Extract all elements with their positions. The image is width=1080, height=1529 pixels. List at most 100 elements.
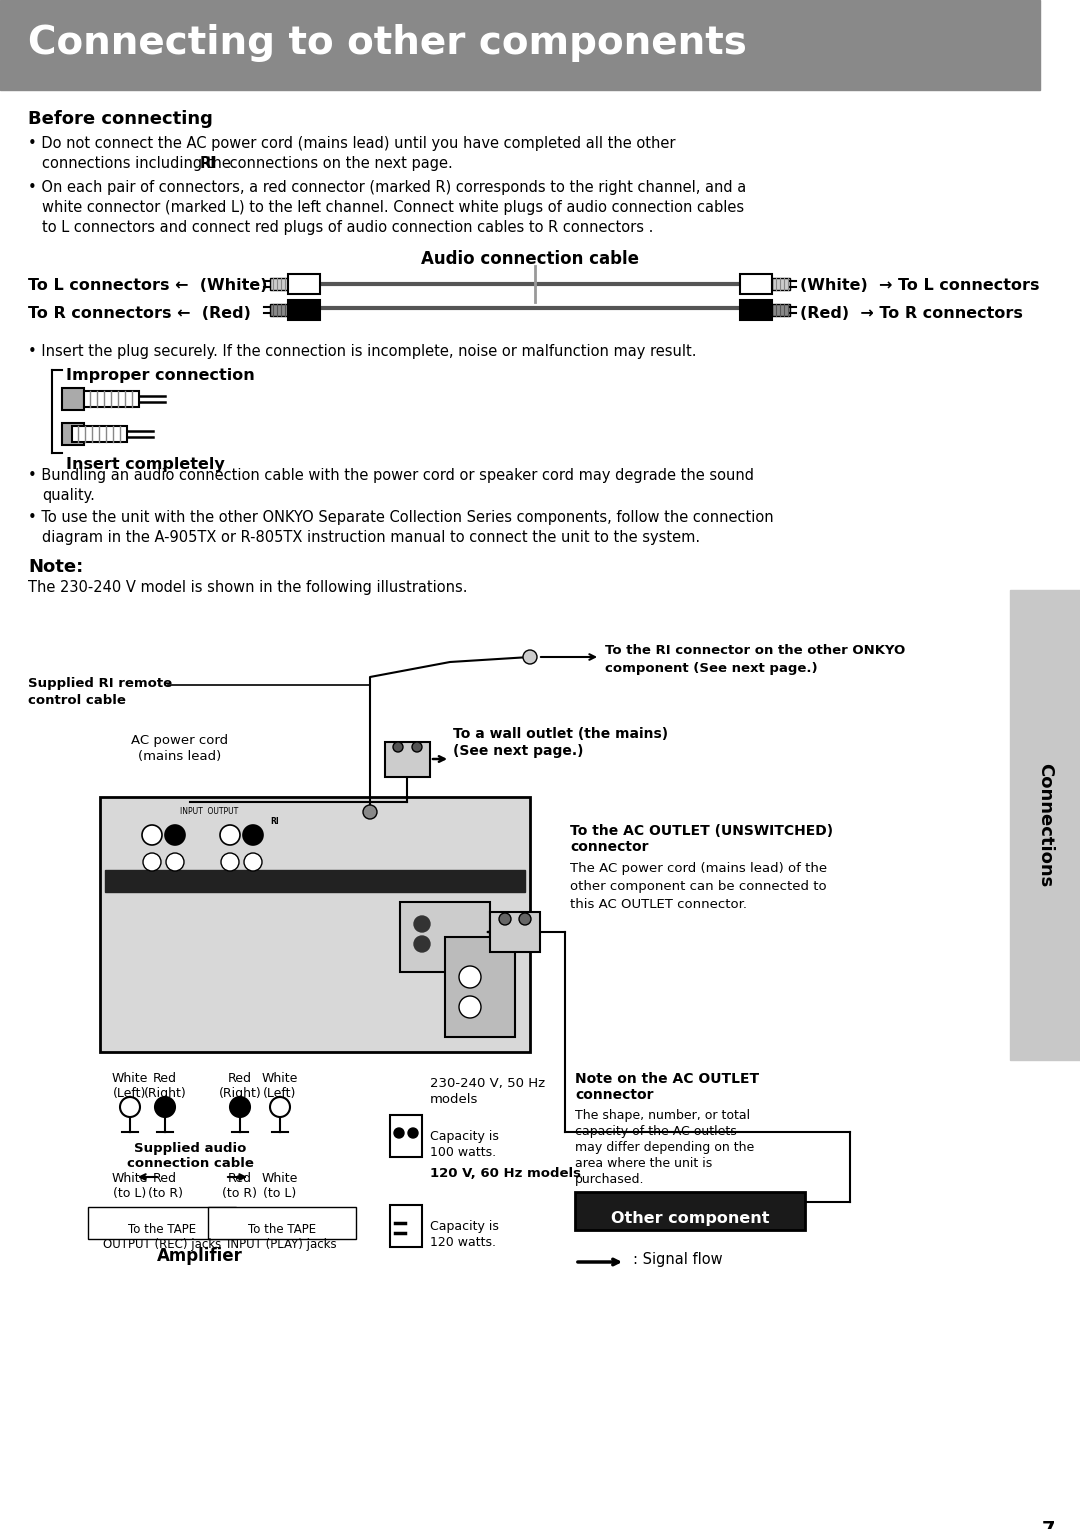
Text: Amplifier: Amplifier	[157, 1248, 243, 1264]
Text: Supplied RI remote: Supplied RI remote	[28, 677, 172, 690]
Text: : Signal flow: : Signal flow	[633, 1252, 723, 1268]
Text: Note on the AC OUTLET: Note on the AC OUTLET	[575, 1072, 759, 1086]
Circle shape	[519, 913, 531, 925]
Text: (Red)  → To R connectors: (Red) → To R connectors	[800, 306, 1023, 321]
Circle shape	[243, 826, 264, 846]
Circle shape	[166, 853, 184, 872]
Bar	[400, 902, 490, 972]
Bar	[575, 1193, 805, 1229]
Text: Note:: Note:	[28, 558, 83, 576]
Bar	[208, 1206, 356, 1238]
Bar	[62, 424, 84, 445]
Text: White
(to L): White (to L)	[112, 1173, 148, 1200]
Text: White
(Left): White (Left)	[112, 1072, 148, 1099]
Text: To the AC OUTLET (UNSWITCHED): To the AC OUTLET (UNSWITCHED)	[570, 824, 833, 838]
Circle shape	[414, 916, 430, 933]
Text: 120 watts.: 120 watts.	[430, 1235, 496, 1249]
Text: Audio connection cable: Audio connection cable	[421, 251, 639, 268]
Text: AC power cord: AC power cord	[132, 734, 229, 748]
Circle shape	[165, 826, 185, 846]
Text: The 230-240 V model is shown in the following illustrations.: The 230-240 V model is shown in the foll…	[28, 579, 468, 595]
Circle shape	[120, 1096, 140, 1118]
Text: Before connecting: Before connecting	[28, 110, 213, 128]
Circle shape	[244, 853, 262, 872]
Bar	[288, 274, 320, 294]
Circle shape	[156, 1096, 175, 1118]
Text: connection cable: connection cable	[126, 1157, 254, 1170]
Text: quality.: quality.	[42, 488, 95, 503]
Bar	[390, 1205, 422, 1248]
Bar	[740, 274, 772, 294]
Text: this AC OUTLET connector.: this AC OUTLET connector.	[570, 898, 747, 911]
Text: Capacity is: Capacity is	[430, 1130, 499, 1144]
Bar	[270, 278, 288, 291]
Text: To a wall outlet (the mains): To a wall outlet (the mains)	[453, 726, 669, 742]
Text: Improper connection: Improper connection	[66, 368, 255, 382]
Text: Red
(to R): Red (to R)	[148, 1173, 183, 1200]
Text: control cable: control cable	[28, 694, 126, 706]
Circle shape	[221, 853, 239, 872]
Bar	[384, 742, 430, 777]
Bar	[84, 391, 139, 407]
Text: Connecting to other components: Connecting to other components	[28, 24, 747, 63]
Circle shape	[220, 826, 240, 846]
Bar	[490, 911, 540, 953]
Text: Red
(to R): Red (to R)	[222, 1173, 257, 1200]
Text: White
(to L): White (to L)	[261, 1173, 298, 1200]
Circle shape	[141, 826, 162, 846]
Text: area where the unit is: area where the unit is	[575, 1157, 712, 1170]
Text: To the TAPE
OUTPUT (REC) jacks: To the TAPE OUTPUT (REC) jacks	[103, 1223, 221, 1251]
Text: (See next page.): (See next page.)	[453, 745, 583, 758]
Text: 7: 7	[1041, 1520, 1055, 1529]
Bar	[445, 937, 515, 1037]
Text: Supplied audio: Supplied audio	[134, 1142, 246, 1154]
Text: (White)  → To L connectors: (White) → To L connectors	[800, 278, 1039, 294]
Text: other component can be connected to: other component can be connected to	[570, 881, 826, 893]
Circle shape	[459, 966, 481, 988]
Circle shape	[363, 804, 377, 820]
Circle shape	[411, 742, 422, 752]
Text: 120 V, 60 Hz models: 120 V, 60 Hz models	[430, 1167, 581, 1180]
Text: Red
(Right): Red (Right)	[218, 1072, 261, 1099]
Text: (mains lead): (mains lead)	[138, 751, 221, 763]
Bar	[62, 388, 84, 410]
Text: To R connectors ←  (Red): To R connectors ← (Red)	[28, 306, 251, 321]
Text: purchased.: purchased.	[575, 1173, 645, 1187]
Text: Insert completely: Insert completely	[66, 457, 225, 472]
Text: 100 watts.: 100 watts.	[430, 1147, 496, 1159]
Text: connections on the next page.: connections on the next page.	[225, 156, 453, 171]
Text: RI: RI	[200, 156, 217, 171]
Circle shape	[393, 742, 403, 752]
Text: models: models	[430, 1093, 478, 1105]
Circle shape	[408, 1128, 418, 1138]
Circle shape	[394, 1128, 404, 1138]
Text: • Do not connect the AC power cord (mains lead) until you have completed all the: • Do not connect the AC power cord (main…	[28, 136, 675, 151]
Text: White
(Left): White (Left)	[261, 1072, 298, 1099]
Text: white connector (marked L) to the left channel. Connect white plugs of audio con: white connector (marked L) to the left c…	[42, 200, 744, 216]
Circle shape	[499, 913, 511, 925]
Text: component (See next page.): component (See next page.)	[605, 662, 818, 674]
Circle shape	[270, 1096, 291, 1118]
Text: Capacity is: Capacity is	[430, 1220, 499, 1232]
Text: 230-240 V, 50 Hz: 230-240 V, 50 Hz	[430, 1076, 545, 1090]
Bar	[740, 300, 772, 320]
Text: To the TAPE
INPUT (PLAY) jacks: To the TAPE INPUT (PLAY) jacks	[227, 1223, 337, 1251]
Bar	[390, 1115, 422, 1157]
Text: connector: connector	[575, 1089, 653, 1102]
Text: • Bundling an audio connection cable with the power cord or speaker cord may deg: • Bundling an audio connection cable wit…	[28, 468, 754, 483]
Bar	[270, 304, 288, 317]
Text: connections including the: connections including the	[42, 156, 235, 171]
Text: capacity of the AC outlets: capacity of the AC outlets	[575, 1125, 737, 1138]
Circle shape	[459, 995, 481, 1018]
Bar	[105, 870, 525, 891]
Bar	[288, 300, 320, 320]
Circle shape	[143, 853, 161, 872]
Text: To the RI connector on the other ONKYO: To the RI connector on the other ONKYO	[605, 644, 905, 657]
Text: The AC power cord (mains lead) of the: The AC power cord (mains lead) of the	[570, 862, 827, 875]
Bar	[0, 0, 1040, 90]
Text: • Insert the plug securely. If the connection is incomplete, noise or malfunctio: • Insert the plug securely. If the conne…	[28, 344, 697, 359]
Circle shape	[523, 650, 537, 664]
Text: The shape, number, or total: The shape, number, or total	[575, 1109, 751, 1122]
Bar	[72, 427, 127, 442]
Text: Red
(Right): Red (Right)	[144, 1072, 187, 1099]
